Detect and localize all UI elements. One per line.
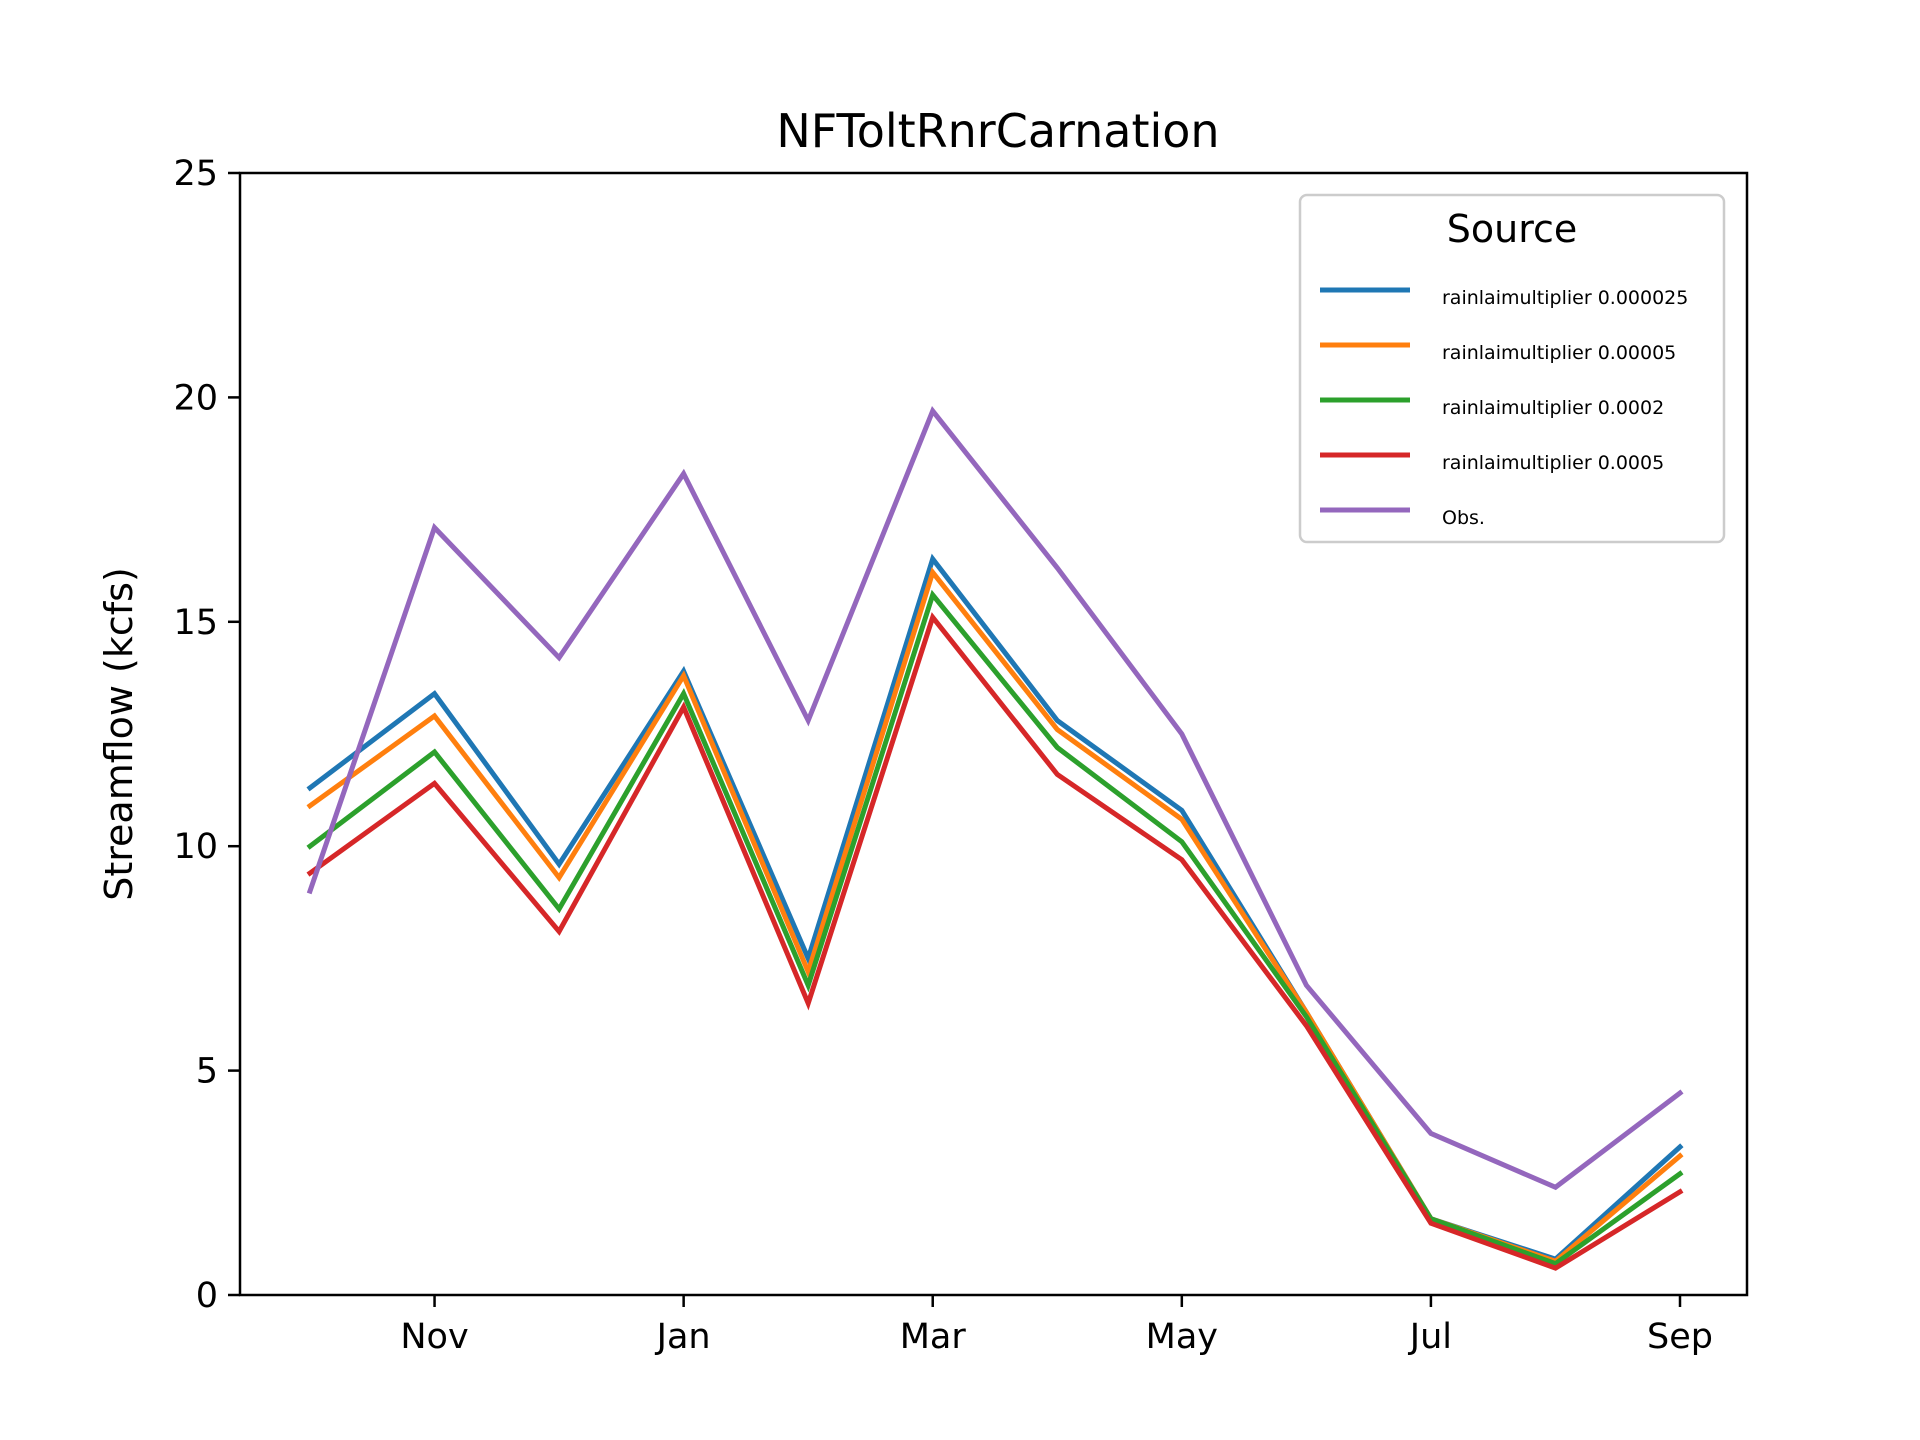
chart-title: NFToltRnrCarnation — [776, 104, 1219, 158]
y-axis-label: Streamflow (kcfs) — [97, 567, 141, 901]
legend-entries: rainlaimultiplier 0.000025 rainlaimultipl… — [1320, 287, 1688, 529]
x-tick-label: Sep — [1647, 1317, 1713, 1357]
y-tick-label: 10 — [173, 827, 218, 867]
x-tick-label: Jan — [655, 1317, 711, 1357]
x-tick-label: Nov — [400, 1317, 468, 1357]
x-axis: Nov Jan Mar May Jul Sep — [400, 1295, 1713, 1357]
y-tick-label: 0 — [196, 1276, 218, 1316]
y-axis: 0 5 10 15 20 25 — [173, 154, 240, 1316]
y-tick-label: 20 — [173, 378, 218, 418]
axes-frame — [238, 171, 1749, 1297]
legend-label-1: rainlaimultiplier 0.000025 — [1442, 287, 1688, 309]
y-tick-label: 25 — [173, 154, 218, 194]
series-line-3 — [306, 589, 1684, 1267]
series-line-5 — [306, 405, 1684, 1191]
x-tick-label: Mar — [900, 1317, 967, 1357]
x-tick-label: Jul — [1408, 1317, 1452, 1357]
y-tick-label: 15 — [173, 603, 218, 643]
legend-label-3: rainlaimultiplier 0.0002 — [1442, 397, 1664, 419]
x-tick-label: May — [1146, 1317, 1218, 1357]
legend-label-4: rainlaimultiplier 0.0005 — [1442, 452, 1664, 474]
legend-label-5: Obs. — [1442, 507, 1485, 529]
legend: Source rainlaimultiplier 0.000025rainlai… — [1298, 193, 1726, 544]
y-tick-label: 5 — [196, 1052, 218, 1092]
legend-title: Source — [1447, 207, 1578, 251]
legend-label-2: rainlaimultiplier 0.00005 — [1442, 342, 1676, 364]
series-layer — [306, 405, 1684, 1271]
series-line-4 — [306, 612, 1684, 1271]
